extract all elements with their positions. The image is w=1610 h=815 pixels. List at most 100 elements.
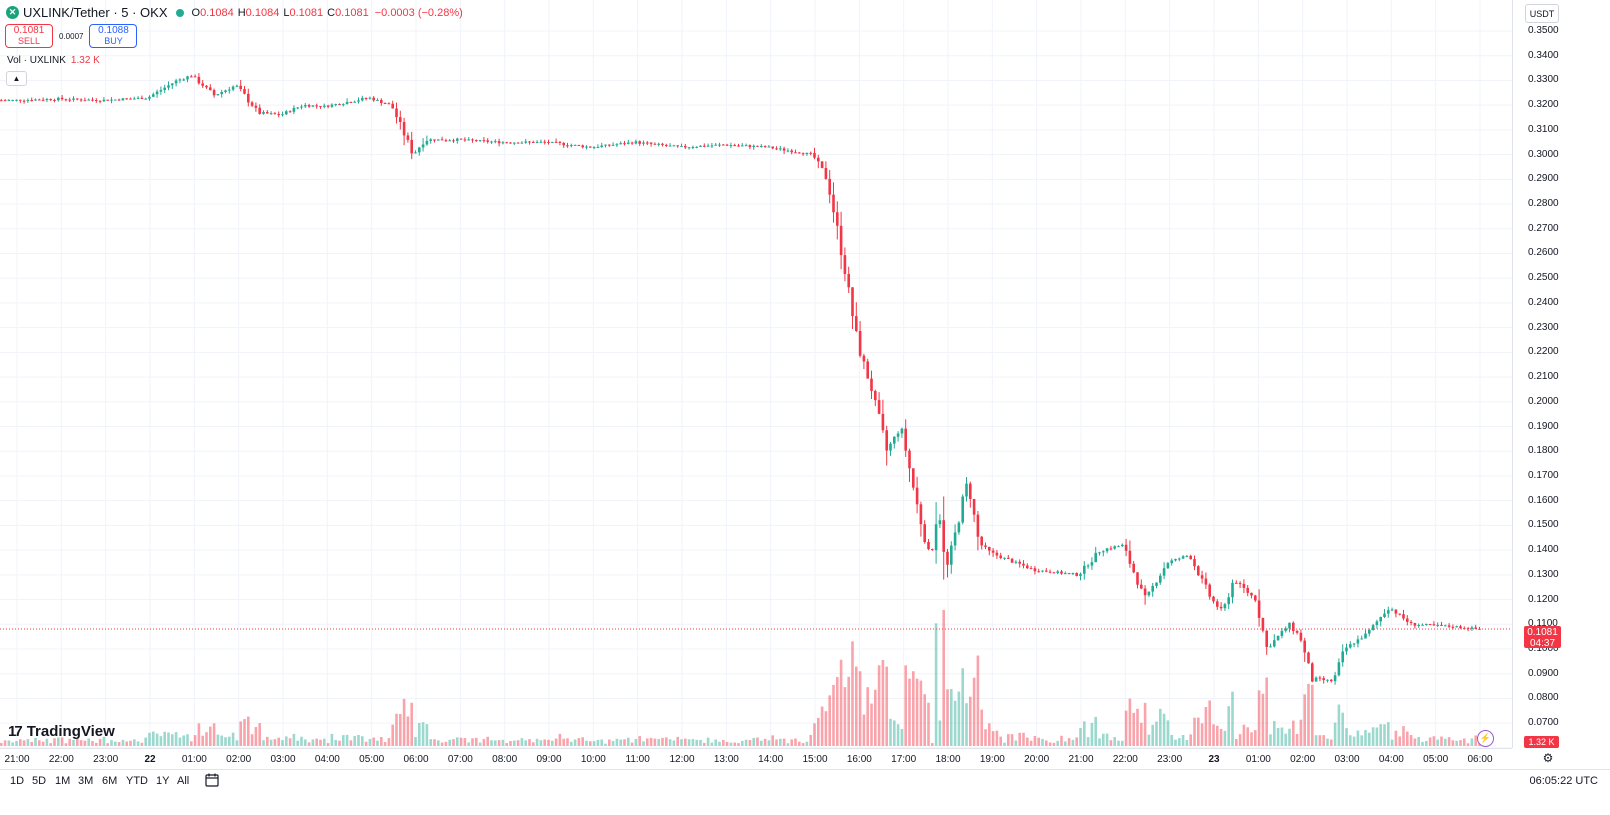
volume-bar: [3, 740, 7, 746]
candle-body: [1003, 557, 1006, 559]
volume-bar: [68, 738, 71, 746]
market-status-dot[interactable]: [175, 8, 184, 17]
price-axis[interactable]: [1512, 0, 1610, 748]
volume-bar: [672, 740, 676, 746]
candle-body: [984, 545, 987, 547]
volume-bar: [828, 695, 831, 746]
range-button-ytd[interactable]: YTD: [126, 775, 148, 787]
uxlink-logo-icon: ✕: [6, 6, 19, 19]
candle-body: [706, 145, 710, 147]
price-axis-label: 0.2200: [1528, 346, 1559, 358]
candle-body: [501, 142, 505, 144]
volume-bar: [1159, 708, 1162, 746]
volume-bar: [881, 659, 885, 746]
sell-button[interactable]: 0.1081 SELL: [5, 24, 53, 48]
candle-body: [1474, 627, 1477, 629]
candle-body: [847, 274, 850, 288]
time-axis[interactable]: [0, 748, 1512, 769]
volume-bar: [1022, 732, 1025, 746]
volume-bar: [387, 738, 391, 746]
symbol-title[interactable]: UXLINK/Tether · 5 · OKX: [23, 5, 168, 20]
volume-bar: [91, 741, 94, 746]
volume-bar: [657, 739, 660, 746]
candle-body: [174, 80, 178, 84]
candle-body: [551, 141, 554, 143]
chart-pane[interactable]: [0, 0, 1512, 748]
range-button-1m[interactable]: 1M: [55, 775, 71, 787]
candle-body: [733, 145, 736, 147]
candle-body: [1379, 617, 1382, 622]
candle-body: [1181, 556, 1185, 559]
candle-body: [1010, 558, 1014, 563]
candle-body: [528, 141, 531, 143]
candle-body: [273, 113, 277, 115]
volume-bar: [1288, 728, 1291, 746]
volume-bar: [862, 714, 866, 746]
candle-body: [1295, 631, 1299, 633]
buy-button[interactable]: 0.1088 BUY: [89, 24, 138, 48]
candle-body: [364, 98, 368, 100]
volume-legend[interactable]: Vol · UXLINK 1.32 K: [7, 55, 100, 66]
range-button-all[interactable]: All: [177, 775, 190, 787]
candle-body: [1288, 622, 1291, 629]
lightning-icon[interactable]: ⚡: [1477, 730, 1494, 747]
candle-body: [1413, 623, 1417, 626]
currency-selector[interactable]: USDT: [1525, 4, 1559, 23]
time-axis-label: 18:00: [935, 754, 961, 765]
price-chart[interactable]: [0, 0, 1512, 748]
price-axis-label: 0.1900: [1528, 420, 1559, 432]
candle-body: [946, 551, 949, 565]
volume-bar: [171, 734, 174, 746]
volume-bar: [725, 741, 729, 746]
candle-body: [1402, 614, 1405, 619]
range-button-6m[interactable]: 6M: [102, 775, 118, 787]
candle-body: [938, 520, 942, 525]
time-axis-label: 23:00: [93, 754, 119, 765]
utc-clock[interactable]: 06:05:22 UTC: [1529, 775, 1598, 787]
volume-bar: [642, 741, 645, 746]
volume-bar: [1018, 732, 1021, 746]
candle-body: [372, 97, 375, 101]
candle-body: [699, 145, 702, 147]
volume-bar: [1238, 734, 1242, 746]
volume-bar: [452, 739, 455, 746]
candle-body: [520, 142, 524, 144]
volume-bar: [106, 743, 109, 746]
volume-bar: [0, 743, 3, 746]
volume-bar: [15, 741, 18, 746]
volume-bar: [178, 737, 182, 746]
volume-bar: [953, 700, 957, 746]
range-button-1d[interactable]: 1D: [10, 775, 25, 787]
price-axis-label: 0.2000: [1528, 395, 1559, 407]
candle-body: [1242, 583, 1246, 588]
time-axis-label: 23: [1208, 754, 1220, 765]
range-button-5d[interactable]: 5D: [32, 775, 47, 787]
price-axis-label: 0.1100: [1528, 618, 1558, 630]
tradingview-logo[interactable]: 17 TradingView: [8, 723, 115, 740]
volume-bar: [972, 677, 976, 746]
volume-bar: [912, 671, 915, 746]
volume-bar: [1056, 740, 1059, 746]
chevron-up-icon[interactable]: ▲: [6, 71, 27, 86]
candle-body: [15, 99, 18, 101]
candle-body: [121, 98, 125, 101]
range-button-1y[interactable]: 1Y: [156, 775, 170, 787]
gear-icon[interactable]: ⚙: [1542, 751, 1554, 765]
volume-bar: [1090, 722, 1094, 746]
candle-body: [79, 99, 83, 101]
volume-bar: [212, 723, 216, 746]
price-axis-label: 0.1000: [1528, 643, 1559, 654]
calendar-icon[interactable]: [205, 773, 219, 787]
volume-bar: [1147, 734, 1151, 746]
volume-bar: [57, 737, 60, 746]
price-axis-label: 0.1300: [1528, 568, 1559, 580]
candle-body: [775, 148, 778, 150]
range-button-3m[interactable]: 3M: [78, 775, 94, 787]
bar-countdown: 04:37: [1529, 638, 1556, 649]
volume-bar: [376, 740, 379, 746]
ohlc-close: C0.1081: [327, 6, 369, 19]
volume-bar: [908, 678, 911, 746]
candle-body: [72, 98, 75, 100]
candle-body: [471, 139, 474, 141]
price-axis-label: 0.3100: [1528, 123, 1559, 135]
